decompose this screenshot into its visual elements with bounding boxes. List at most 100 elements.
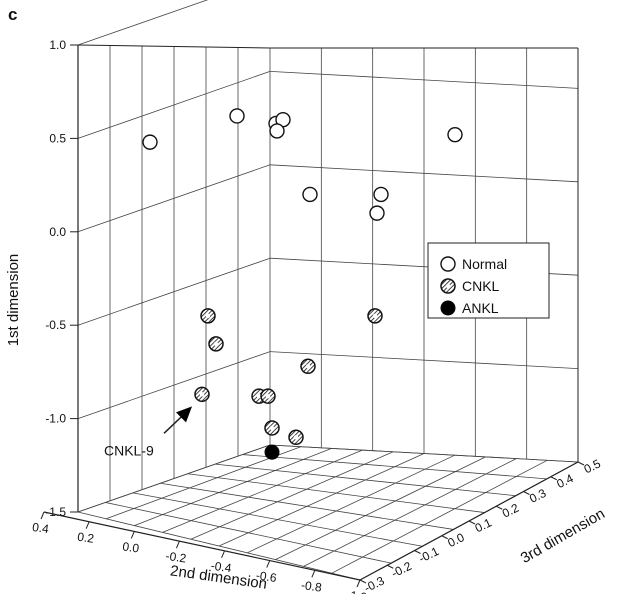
x-tick-label: -1.0: [345, 588, 368, 594]
wall-level-line: [77, 71, 271, 139]
data-point-normal: [302, 186, 318, 203]
floor-grid-line: [132, 492, 423, 547]
x-axis-line: [43, 511, 361, 581]
floor-grid-line: [77, 444, 271, 513]
legend-marker-ankl: [440, 300, 456, 316]
depth-tick-mark: [359, 579, 367, 584]
vertical-tick-label: 0.0: [49, 225, 66, 239]
panel-label: c: [8, 5, 17, 24]
depth-tick-mark: [414, 550, 421, 554]
data-point-normal: [373, 186, 389, 203]
floor-grid-line: [77, 511, 361, 581]
data-point-cnkl-center: [205, 313, 211, 319]
floor-grid-line: [331, 459, 548, 574]
data-points: [142, 108, 463, 460]
data-point-cnkl-center: [213, 341, 219, 347]
wall-level-line: [269, 164, 579, 183]
data-point-cnkl-center: [256, 393, 262, 399]
data-point-normal: [142, 134, 158, 150]
wall-level-line: [77, 164, 271, 233]
wall-top-edge: [77, 44, 271, 49]
annotation-label: CNKL-9: [104, 442, 154, 458]
depth-tick-label: 0.2: [500, 501, 521, 521]
legend-marker-normal: [440, 256, 456, 272]
wall-level-line: [269, 351, 579, 369]
vertical-tick-label: -1.5: [45, 505, 66, 519]
depth-axis-ticks: -0.3-0.2-0.10.00.10.20.30.40.5: [359, 456, 603, 594]
x-tick-label: -0.6: [255, 568, 278, 585]
floor-grid-line: [269, 444, 579, 463]
data-point-normal: [229, 108, 245, 124]
data-point-cnkl-center: [199, 392, 205, 397]
vertical-axis-ticks: 1.0 0.5 0.0 -0.5 -1.0 -1.5: [45, 38, 78, 519]
data-point-normal: [269, 123, 285, 139]
floor-grid-line: [160, 482, 454, 530]
x-tick-mark: [356, 579, 361, 588]
depth-tick-mark: [496, 505, 503, 510]
x-tick-label: -0.8: [300, 578, 323, 594]
depth-tick-label: 0.3: [527, 486, 548, 506]
vertical-axis-title: 1st dimension: [5, 254, 22, 347]
x-tick-label: -0.2: [165, 549, 188, 566]
floor-grid-line: [275, 456, 486, 560]
floor-grid-line: [187, 473, 485, 513]
data-point-cnkl-center: [305, 364, 311, 369]
wall-level-line: [77, 351, 271, 419]
vertical-tick-label: -0.5: [45, 318, 66, 332]
floor-grid-line: [134, 448, 332, 526]
depth-tick-mark: [550, 476, 557, 481]
x-tick-mark: [85, 521, 90, 529]
wall-level-line: [77, 0, 209, 46]
floor-grid-line: [190, 451, 394, 540]
floor-grid-line: [242, 454, 547, 480]
data-point-cnkl-center: [265, 393, 271, 399]
x-tick-mark: [175, 540, 180, 549]
x-tick-label: 0.2: [76, 530, 95, 546]
annotation-arrow-shaft: [163, 413, 185, 434]
wall-level-line: [77, 257, 271, 326]
depth-tick-label: 0.4: [554, 471, 575, 491]
data-point-cnkl-center: [372, 313, 378, 319]
data-point-cnkl-center: [293, 435, 299, 440]
x-tick-label: 0.0: [122, 539, 141, 555]
depth-tick-label: 0.5: [582, 456, 603, 476]
depth-tick-label: 0.1: [473, 515, 494, 535]
depth-tick-mark: [468, 520, 476, 525]
x-tick-mark: [40, 511, 45, 520]
floor-grid-line: [247, 454, 455, 554]
wall-level-line: [269, 71, 579, 89]
floor-grid-line: [218, 453, 425, 547]
data-point-ankl: [264, 444, 280, 460]
depth-tick-mark: [387, 564, 394, 569]
floor-grid-line: [303, 458, 517, 567]
data-point-cnkl-center: [269, 425, 275, 431]
depth-axis-line: [359, 461, 579, 581]
floor-grid-line: [162, 449, 363, 533]
x-tick-mark: [130, 531, 135, 539]
vertical-tick-label: -1.0: [45, 412, 66, 426]
x-tick-label: 0.4: [31, 520, 50, 536]
x-tick-mark: [266, 560, 271, 568]
depth-tick-mark: [441, 535, 448, 540]
x-axis-ticks: 0.4 0.2 0.0 -0.2 -0.4 -0.6 -0.8 -1.0: [31, 511, 368, 594]
vertical-tick-label: 0.5: [49, 131, 66, 145]
depth-tick-label: -0.3: [362, 573, 387, 594]
data-point-normal: [369, 205, 385, 221]
depth-tick-mark: [523, 491, 530, 495]
x-tick-label: -0.4: [210, 559, 233, 576]
depth-axis-title: 3rd dimension: [518, 505, 608, 567]
legend-label-ankl: ANKL: [462, 300, 499, 316]
legend-label-cnkl: CNKL: [462, 278, 500, 294]
x-tick-mark: [221, 550, 226, 559]
annotation-arrow-head: [176, 406, 192, 423]
floor-grid-line: [215, 463, 516, 497]
legend-marker-cnkl-center: [445, 283, 451, 289]
depth-tick-mark: [577, 461, 585, 466]
depth-tick-label: 0.0: [445, 530, 466, 550]
vertical-tick-label: 1.0: [49, 38, 66, 52]
annotation: CNKL-9: [104, 406, 192, 458]
legend: Normal CNKL ANKL: [427, 242, 550, 319]
x-tick-mark: [311, 570, 316, 578]
floor-grid-line: [105, 502, 392, 564]
